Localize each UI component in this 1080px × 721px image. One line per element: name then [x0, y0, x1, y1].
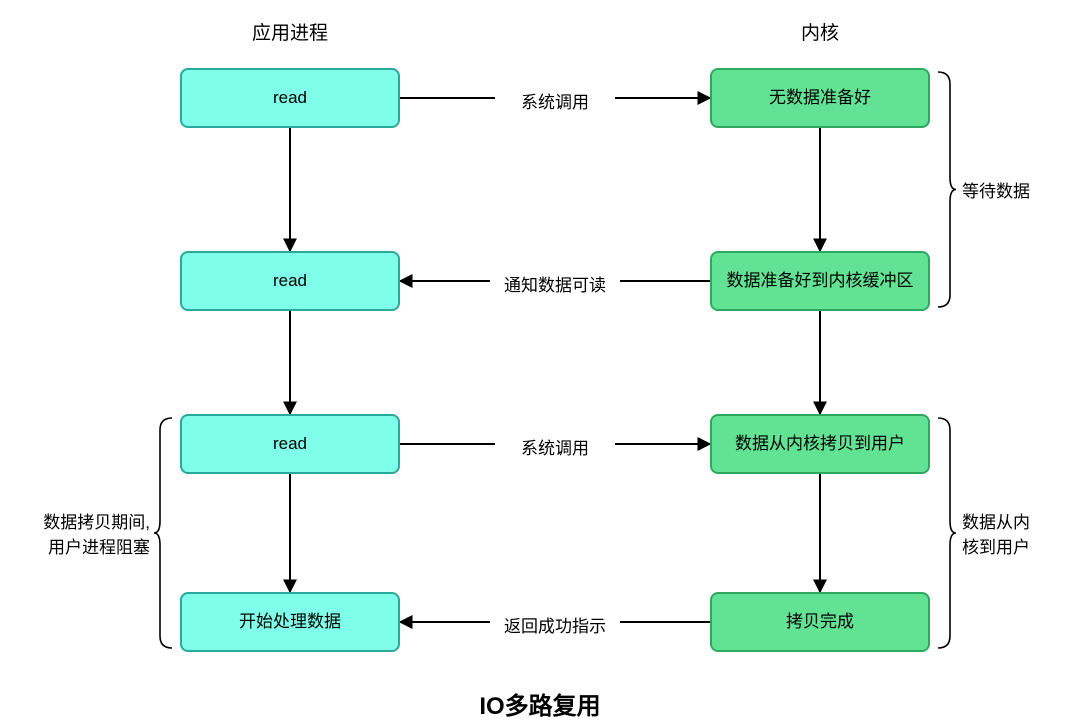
node-label: read	[273, 270, 307, 293]
header-left: 应用进程	[180, 18, 400, 45]
diagram-title: IO多路复用	[0, 686, 1080, 721]
edge-label-syscall-2: 系统调用	[495, 432, 615, 461]
node-data-ready: 数据准备好到内核缓冲区	[710, 251, 930, 311]
brace-label-copy: 数据从内 核到用户	[962, 511, 1030, 560]
node-read-1: read	[180, 68, 400, 128]
node-label: 开始处理数据	[239, 611, 341, 634]
node-label: read	[273, 433, 307, 456]
node-copy-done: 拷贝完成	[710, 592, 930, 652]
node-start-process: 开始处理数据	[180, 592, 400, 652]
edge-label-syscall-1: 系统调用	[495, 86, 615, 115]
edge-label-return-ok: 返回成功指示	[490, 610, 620, 639]
node-copy-to-user: 数据从内核拷贝到用户	[710, 414, 930, 474]
node-read-2: read	[180, 251, 400, 311]
node-label: 无数据准备好	[769, 87, 871, 110]
brace-label-block: 数据拷贝期间, 用户进程阻塞	[43, 511, 150, 560]
node-label: 数据准备好到内核缓冲区	[727, 270, 914, 293]
header-right: 内核	[710, 18, 930, 45]
node-no-data: 无数据准备好	[710, 68, 930, 128]
flowchart-canvas: 应用进程 内核 read read read 开始处理数据 无数据准备好 数据准…	[0, 0, 1080, 719]
node-label: read	[273, 87, 307, 110]
node-label: 拷贝完成	[786, 611, 854, 634]
edge-label-notify: 通知数据可读	[490, 269, 620, 298]
node-read-3: read	[180, 414, 400, 474]
brace-label-wait: 等待数据	[962, 180, 1030, 205]
node-label: 数据从内核拷贝到用户	[735, 433, 905, 456]
